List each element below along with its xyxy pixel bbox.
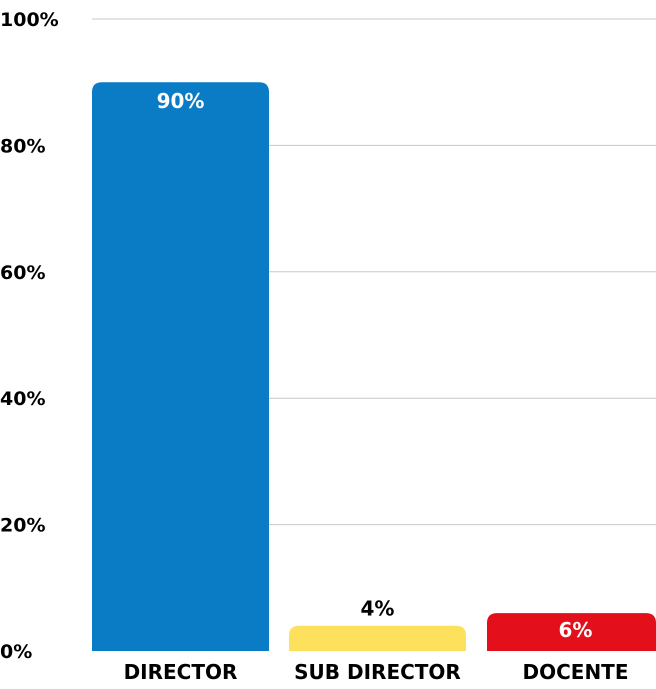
y-tick-label: 80%: [0, 135, 45, 157]
x-category-label: SUB DIRECTOR: [294, 660, 461, 684]
x-category-label: DIRECTOR: [124, 660, 238, 684]
x-category-label: DOCENTE: [523, 660, 629, 684]
y-tick-label: 100%: [0, 9, 59, 31]
y-axis-ticks: 0% 20% 40% 60% 80% 100%: [0, 9, 59, 663]
data-labels: 90% 4% 6%: [157, 89, 593, 642]
bar-director: [92, 82, 269, 651]
bar-sub-director: [289, 625, 466, 651]
data-label: 90%: [157, 89, 205, 113]
data-label: 4%: [361, 597, 395, 621]
y-tick-label: 60%: [0, 262, 45, 284]
y-tick-label: 20%: [0, 515, 45, 537]
y-tick-label: 40%: [0, 388, 45, 410]
bars: [92, 82, 656, 651]
x-axis-categories: DIRECTOR SUB DIRECTOR DOCENTE: [124, 660, 629, 684]
bar-docente: [487, 613, 656, 651]
y-tick-label: 0%: [0, 641, 32, 663]
data-label: 6%: [559, 618, 593, 642]
